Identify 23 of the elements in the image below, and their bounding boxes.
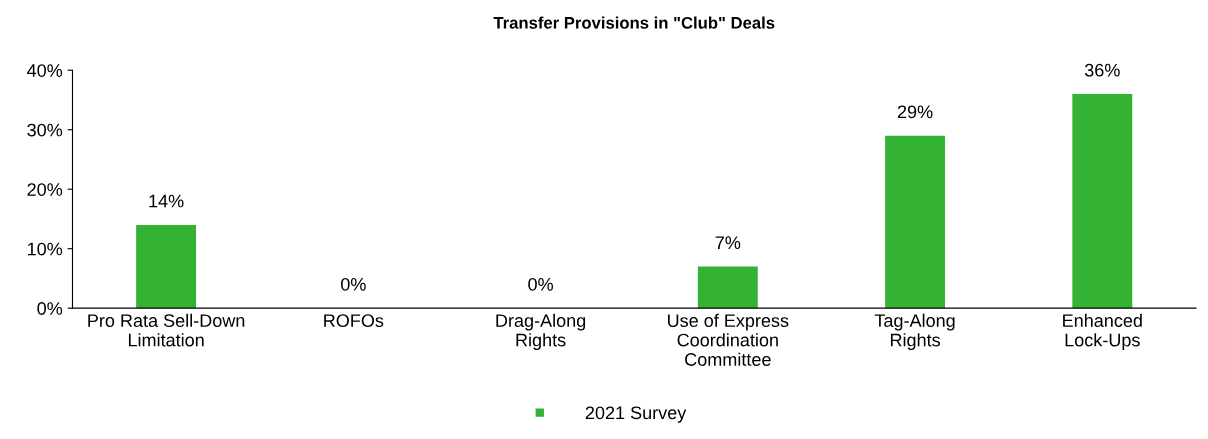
- y-tick-label: 0%: [37, 302, 63, 315]
- x-tick-label: Pro Rata Sell-Down Limitation: [88, 313, 245, 347]
- data-label: 36%: [1084, 63, 1120, 77]
- y-tick-label: 40%: [27, 64, 63, 77]
- y-tick-label: 30%: [27, 123, 63, 137]
- data-label: 7%: [715, 236, 741, 250]
- x-tick-label: Drag-Along Rights: [496, 313, 586, 351]
- y-tick-label: 20%: [27, 183, 63, 196]
- x-tick-label: ROFOs: [324, 314, 384, 327]
- bar: [885, 135, 946, 309]
- bar: [136, 224, 197, 309]
- y-tick-label: 10%: [28, 242, 63, 256]
- x-tick-label: Use of Express Coordination Committee: [668, 313, 789, 366]
- data-label: 0%: [528, 277, 553, 291]
- legend-label: 2021 Survey: [585, 406, 687, 423]
- x-tick-label: Enhanced Lock-Ups: [1063, 313, 1142, 351]
- bar: [1072, 94, 1133, 309]
- bar: [697, 266, 758, 309]
- x-tick-label: Tag-Along Rights: [874, 313, 955, 351]
- data-label: 29%: [897, 105, 933, 119]
- data-label: 14%: [149, 194, 184, 208]
- data-label: 0%: [341, 277, 366, 291]
- chart-title: Transfer Provisions in "Club" Deals: [493, 16, 775, 29]
